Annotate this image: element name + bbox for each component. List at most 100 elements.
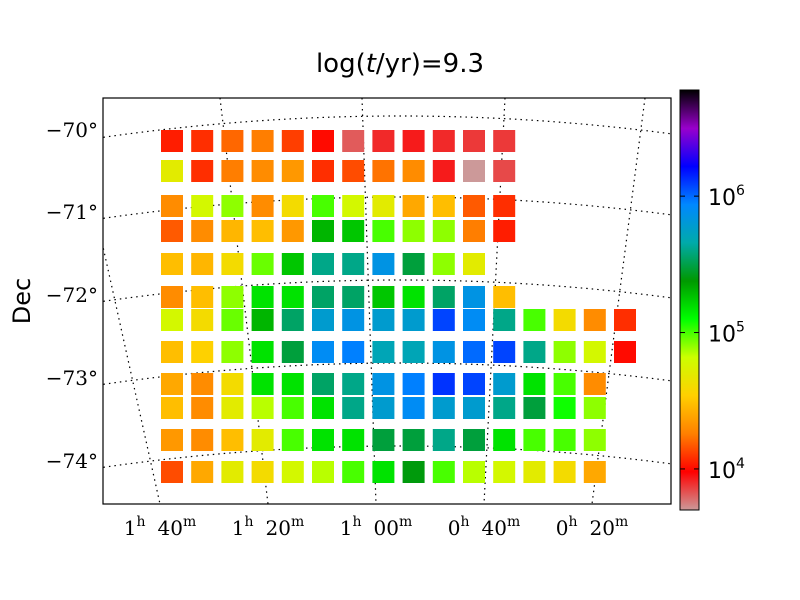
heatmap-cell (281, 286, 304, 308)
ra-tick-label: 0h 40m (448, 514, 521, 540)
heatmap-cell (372, 309, 395, 331)
heatmap-cell (312, 130, 334, 152)
heatmap-cell (583, 429, 606, 451)
heatmap-cell (191, 373, 214, 395)
heatmap-cell (312, 397, 334, 419)
heatmap-cell (402, 397, 425, 419)
heatmap-cell (372, 341, 395, 363)
heatmap-cell (251, 160, 274, 182)
heatmap-cell (463, 253, 485, 275)
heatmap-cell (342, 253, 365, 275)
heatmap-cell (161, 286, 183, 308)
heatmap-cell (432, 461, 455, 483)
heatmap-cell (221, 253, 244, 275)
heatmap-cell (402, 130, 425, 152)
dec-tick-label: −72° (46, 283, 98, 307)
heatmap-cell (161, 220, 183, 242)
heatmap-cell (432, 373, 455, 395)
heatmap-cell (221, 397, 244, 419)
heatmap-cell (281, 130, 304, 152)
y-axis-label: Dec (8, 278, 36, 324)
ra-tick-labels: 1h 40m 1h 20m 1h 00m 0h 40m 0h 20m (124, 514, 629, 540)
heatmap-cell (251, 373, 274, 395)
heatmap-cell (312, 195, 334, 217)
ra-tick-label: 1h 00m (340, 514, 413, 540)
heatmap-cell (432, 160, 455, 182)
heatmap-cell (191, 130, 214, 152)
heatmap-cell (372, 429, 395, 451)
heatmap-cell (372, 160, 395, 182)
heatmap-cell (281, 220, 304, 242)
ra-tick-label: 1h 40m (124, 514, 197, 540)
heatmap-cell (493, 195, 516, 217)
heatmap-cell (191, 160, 214, 182)
colorbar-tick-label: 104 (708, 456, 745, 484)
heatmap-cell (432, 195, 455, 217)
heatmap-cell (583, 397, 606, 419)
heatmap-cell (372, 373, 395, 395)
heatmap-cell (251, 397, 274, 419)
heatmap-cell (342, 397, 365, 419)
heatmap-cell (221, 286, 244, 308)
heatmap-cell (191, 341, 214, 363)
heatmap-cell (251, 341, 274, 363)
heatmap-cell (312, 309, 334, 331)
heatmap-cell (432, 341, 455, 363)
heatmap-cell (342, 195, 365, 217)
heatmap-cell (463, 341, 485, 363)
heatmap-cell (463, 309, 485, 331)
heatmap-cell (281, 397, 304, 419)
heatmap-cell (553, 309, 576, 331)
ra-tick-label: 1h 20m (232, 514, 305, 540)
heatmap-cell (342, 309, 365, 331)
ra-grid-line (219, 98, 269, 504)
heatmap-cell (312, 341, 334, 363)
heatmap-cell (402, 286, 425, 308)
heatmap-cell (463, 461, 485, 483)
ra-grid-line (103, 244, 161, 504)
colorbar-ticks: 104 105 106 (680, 183, 745, 484)
heatmap-cell (493, 286, 516, 308)
heatmap-cell (493, 429, 516, 451)
heatmap-cell (372, 461, 395, 483)
heatmap-cell (312, 160, 334, 182)
heatmap-cell (312, 220, 334, 242)
heatmap-cell (372, 253, 395, 275)
heatmap-cell (221, 341, 244, 363)
heatmap-cell (161, 461, 183, 483)
heatmap-cell (161, 373, 183, 395)
heatmap-cell (553, 429, 576, 451)
heatmap-cell (432, 397, 455, 419)
dec-tick-label: −70° (46, 118, 98, 142)
heatmap-cell (463, 397, 485, 419)
heatmap-cell (402, 429, 425, 451)
heatmap-cell (281, 373, 304, 395)
heatmap-cell (251, 286, 274, 308)
heatmap-cell (553, 373, 576, 395)
heatmap-cell (402, 195, 425, 217)
heatmap-cell (342, 286, 365, 308)
heatmap-cell (614, 341, 636, 363)
heatmap-cell (191, 309, 214, 331)
heatmap-cell (432, 309, 455, 331)
ra-tick-label: 0h 20m (556, 514, 629, 540)
heatmap-cell (191, 195, 214, 217)
heatmap-cell (523, 461, 546, 483)
heatmap-cell (161, 195, 183, 217)
heatmap-cell (221, 130, 244, 152)
dec-tick-label: −73° (46, 366, 98, 390)
heatmap-cell (402, 461, 425, 483)
heatmap-cell (281, 309, 304, 331)
heatmap-cell (191, 253, 214, 275)
heatmap-cell (493, 160, 516, 182)
heatmap-cell (342, 130, 365, 152)
heatmap-cell (251, 429, 274, 451)
heatmap-cell (553, 397, 576, 419)
plot-frame (102, 97, 672, 505)
heatmap-cell (221, 195, 244, 217)
heatmap-cell (221, 309, 244, 331)
heatmap-cell (191, 220, 214, 242)
heatmap-cell (493, 397, 516, 419)
heatmap-cell (342, 429, 365, 451)
